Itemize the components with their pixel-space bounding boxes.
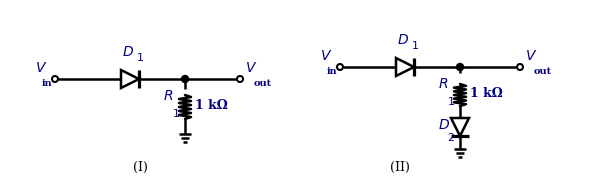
Circle shape [517, 64, 523, 70]
Text: $R$: $R$ [163, 89, 174, 103]
Text: $1$: $1$ [172, 107, 180, 119]
Text: $D$: $D$ [122, 45, 134, 59]
Text: out: out [534, 67, 552, 76]
Text: out: out [254, 79, 272, 88]
Text: $1$: $1$ [411, 39, 419, 51]
Text: $D$: $D$ [438, 118, 450, 132]
Polygon shape [121, 70, 139, 88]
Text: in: in [42, 79, 53, 88]
Circle shape [181, 76, 189, 82]
Text: $D$: $D$ [397, 33, 409, 47]
Text: $1$: $1$ [136, 51, 144, 63]
Text: $V$: $V$ [320, 49, 332, 63]
Text: $R$: $R$ [438, 77, 448, 91]
Text: $V$: $V$ [525, 49, 537, 63]
Circle shape [456, 64, 464, 70]
Text: (II): (II) [390, 160, 410, 174]
Circle shape [337, 64, 343, 70]
Text: $V$: $V$ [35, 61, 47, 75]
Text: $1$: $1$ [447, 95, 455, 107]
Text: $V$: $V$ [245, 61, 257, 75]
Text: 1 kΩ: 1 kΩ [195, 99, 228, 111]
Polygon shape [396, 58, 414, 76]
Circle shape [52, 76, 58, 82]
Polygon shape [451, 118, 469, 136]
Circle shape [237, 76, 243, 82]
Text: (I): (I) [133, 160, 147, 174]
Text: in: in [327, 67, 338, 76]
Text: $2$: $2$ [447, 131, 455, 143]
Text: 1 kΩ: 1 kΩ [470, 87, 503, 99]
